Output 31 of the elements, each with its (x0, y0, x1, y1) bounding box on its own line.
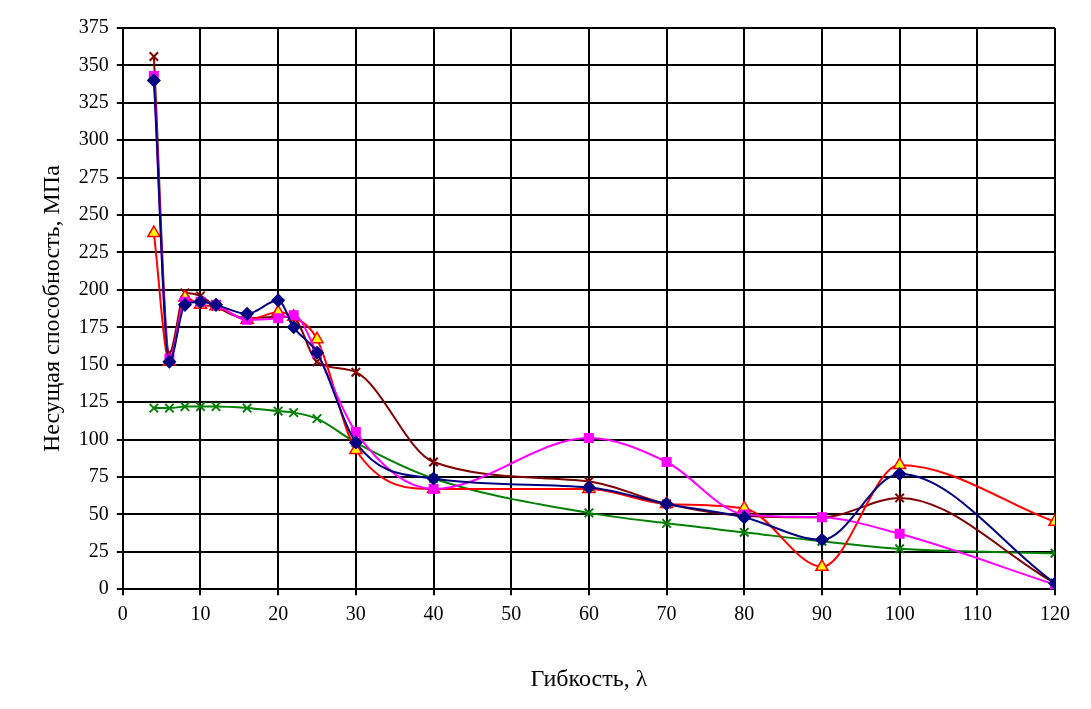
x-tick-label: 10 (190, 602, 211, 625)
x-tick-label: 80 (734, 602, 755, 625)
y-tick-label: 325 (78, 90, 109, 113)
y-tick-label: 75 (88, 464, 109, 487)
x-tick-label: 90 (811, 602, 832, 625)
x-tick-label: 40 (423, 602, 444, 625)
x-tick-label: 100 (884, 602, 915, 625)
x-tick-label: 30 (345, 602, 366, 625)
x-tick-label: 0 (117, 602, 128, 625)
x-tick-label: 70 (656, 602, 677, 625)
y-tick-label: 25 (88, 539, 109, 562)
y-tick-label: 0 (98, 576, 109, 599)
y-tick-label: 125 (78, 389, 109, 412)
y-tick-label: 225 (78, 239, 109, 262)
y-tick-label: 100 (78, 426, 109, 449)
y-tick-label: 350 (78, 52, 109, 75)
y-tick-label: 200 (78, 277, 109, 300)
x-tick-label: 120 (1040, 602, 1070, 625)
x-tick-label: 20 (268, 602, 289, 625)
y-tick-label: 175 (78, 314, 109, 337)
x-tick-label: 110 (962, 602, 992, 625)
y-tick-label: 275 (78, 164, 109, 187)
x-axis-title: Гибкость, λ (530, 664, 648, 691)
x-tick-label: 50 (501, 602, 522, 625)
x-tick-label: 60 (578, 602, 599, 625)
y-tick-label: 50 (88, 501, 109, 524)
y-tick-label: 300 (78, 127, 109, 150)
y-axis-title: Несущая способность, МПа (37, 164, 64, 453)
y-tick-label: 250 (78, 202, 109, 225)
y-tick-label: 375 (78, 15, 109, 38)
y-tick-label: 150 (78, 351, 109, 374)
